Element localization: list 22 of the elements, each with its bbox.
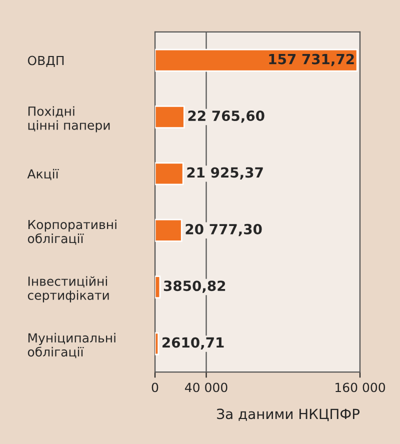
x-tick-label: 160 000 [336, 382, 386, 392]
data-label: 2610,71 [162, 337, 224, 350]
data-label: 22 765,60 [188, 110, 264, 123]
bar [155, 218, 182, 242]
y-tick-label: ОВДП [28, 56, 64, 68]
data-label: 20 777,30 [186, 224, 262, 236]
bar [155, 332, 160, 356]
x-tick-label: 40 000 [184, 382, 228, 392]
bar [155, 48, 358, 72]
data-label: 157 731,72 [269, 54, 354, 66]
y-tick-label: Похідні цінні папери [28, 106, 110, 132]
y-tick-label: Акції [27, 168, 59, 180]
y-tick-label: Муніципальні облігації [28, 332, 116, 358]
data-label: 3850,82 [164, 280, 226, 293]
data-label: 21 925,37 [187, 167, 263, 180]
y-tick-label: Інвестиційні сертифікати [28, 276, 109, 302]
y-tick-label: Корпоративні облігації [28, 220, 116, 245]
text: За даними НКЦПФР [217, 408, 360, 422]
bar [155, 276, 161, 299]
bar [155, 106, 185, 128]
bar [155, 162, 184, 186]
x-tick-label: 0 [152, 382, 158, 392]
